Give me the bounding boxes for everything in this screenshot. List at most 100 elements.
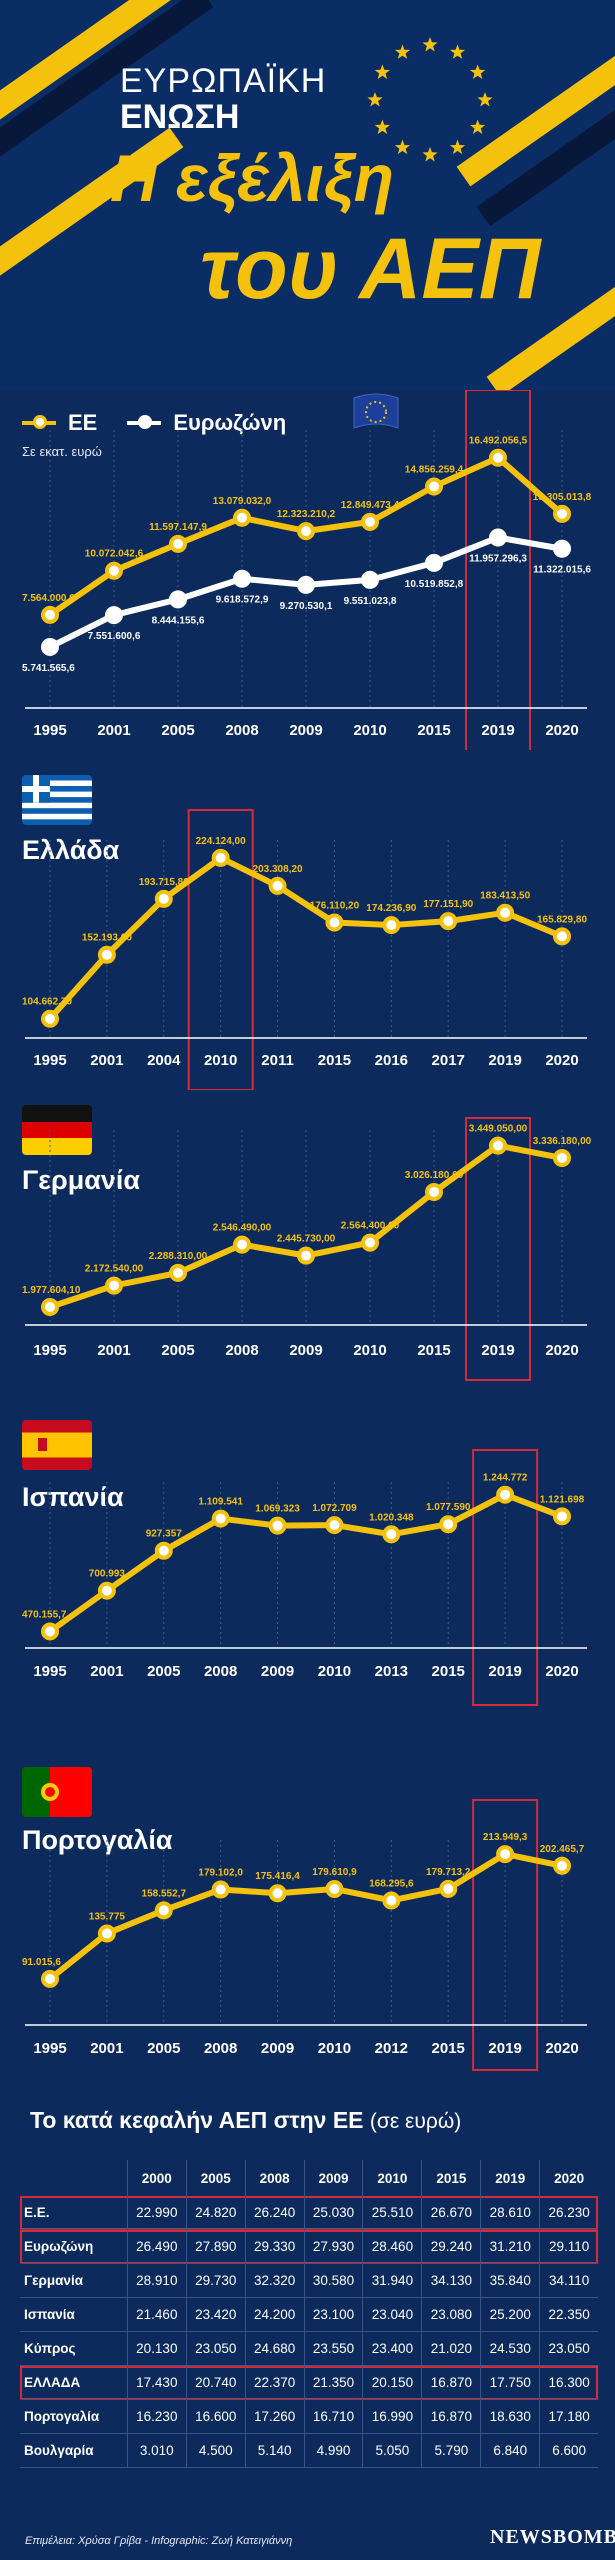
table-title-main: Το κατά κεφαλήν ΑΕΠ στην ΕΕ [30,2107,364,2133]
data-label: 1.109.541 [198,1497,243,1508]
data-point [154,889,173,908]
table-cell: 29.330 [244,2229,305,2264]
tick-label: 1995 [33,1342,66,1359]
table-cell: 20.150 [362,2365,422,2400]
eu-star-icon [422,147,438,162]
tick-label: 2008 [204,2040,237,2057]
table-cell: 20.740 [185,2365,246,2400]
data-label: 1.072.709 [312,1503,357,1514]
tick-label: 2005 [147,2040,180,2057]
data-point [553,539,571,558]
tick-label: 2017 [432,1052,465,1069]
table-cell: 28.610 [480,2196,540,2230]
data-label: 1.244.772 [483,1473,528,1484]
data-label: 5.741.565,6 [22,663,75,674]
data-label: 203.308,20 [253,864,303,875]
highlight-box [465,1117,531,1381]
tick-label: 2010 [204,1052,237,1069]
table-cell: 24.820 [185,2196,246,2230]
table-cell: 16.710 [303,2399,363,2434]
table-column-header: 2019 [480,2160,540,2196]
table-row: Ευρωζώνη 26.490 27.890 29.330 27.930 28.460 29… [20,2229,598,2264]
tick-label: 2005 [161,722,194,739]
tick-label: 2010 [318,1663,351,1680]
newsbomb-logo: NEWSBOMB [490,2526,615,2548]
data-point [97,1581,116,1600]
data-label: 9.618.572,9 [216,595,269,606]
data-label: 3.336.180,00 [533,1136,592,1147]
table-title-sub: (σε ευρώ) [369,2110,462,2133]
table-row: Κύπρος 20.130 23.050 24.680 23.550 23.400 21.0… [20,2331,598,2366]
data-point [169,590,187,609]
data-point [41,1009,59,1028]
data-point [105,561,123,580]
table-cell: 17.430 [126,2365,187,2400]
table-cell: 29.730 [185,2263,246,2298]
data-point [211,1509,230,1528]
data-point [211,848,230,867]
data-label: 927.357 [146,1529,183,1540]
data-point [361,570,379,589]
series-line-yellow [47,854,564,1021]
data-label: 104.662,70 [22,997,72,1008]
tick-label: 2019 [488,2040,521,2057]
eu-star-icon [449,44,466,59]
header-banner: ΕΥΡΩΠΑΪΚΗ ΕΝΩΣΗ Η εξέλιξη του ΑΕΠ [0,0,615,390]
eu-eurozone-chart: 7.564.000,0 10.072.042,6 11.597.147,9 13.07… [22,390,592,750]
table-cell: 5.050 [362,2433,422,2468]
data-point [325,1516,344,1535]
table-cell: 24.530 [480,2331,540,2366]
table-column-header: 2015 [421,2160,481,2196]
table-cell: 30.580 [303,2263,363,2298]
data-label: 12.849.473,4 [341,500,400,511]
tick-label: 2009 [261,2040,294,2057]
data-point [169,1263,187,1282]
data-label: 9.551.023,8 [344,596,397,607]
data-point [105,1276,123,1295]
data-label: 12.323.210,2 [277,509,336,520]
tick-label: 2015 [417,1342,450,1359]
data-point [425,1182,443,1201]
header-line3: Η εξέλιξη [110,141,394,215]
data-label: 152.193,00 [82,933,132,944]
data-point [496,1485,515,1504]
table-cell: 3.010 [126,2433,187,2468]
tick-label: 2015 [318,1052,351,1069]
greece-title: Ελλάδα [22,835,120,865]
data-point [382,916,401,935]
data-label: 470.155,7 [22,1609,67,1620]
table-cell: 16.230 [126,2399,187,2434]
data-point [154,1541,173,1560]
tick-label: 2010 [353,722,386,739]
data-label: 2.172.540,00 [85,1264,144,1275]
table-cell: 34.110 [539,2263,598,2298]
data-label: 174.236,90 [366,903,416,914]
eu-stars-icon [367,37,493,162]
data-point [41,1297,59,1316]
data-label: 183.413,50 [480,891,530,902]
data-point [553,1148,571,1167]
table-row-label: Κύπρος [20,2331,128,2366]
tick-label: 2001 [90,1663,123,1680]
eu-star-icon [449,139,466,155]
tick-label: 2001 [97,1342,130,1359]
data-label: 179.610,9 [312,1867,357,1878]
table-cell: 23.050 [185,2331,246,2366]
tick-label: 2019 [488,1663,521,1680]
data-point [211,1880,230,1899]
table-cell: 6.840 [480,2433,540,2468]
table-row: Γερμανία 28.910 29.730 32.320 30.580 31.940 34… [20,2263,598,2298]
tick-label: 2001 [90,1052,123,1069]
table-corner [20,2160,127,2196]
legend-eurozone: Ευρωζώνη [127,410,286,436]
data-point [553,1856,571,1875]
table-cell: 17.180 [539,2399,598,2434]
tick-label: 2004 [147,1052,181,1069]
table-row-label: Ευρωζώνη [20,2229,128,2264]
table-cell: 35.840 [480,2263,540,2298]
data-label: 10.072.042,6 [85,549,144,560]
spain-flag-icon [22,1420,92,1470]
table-cell: 4.990 [303,2433,363,2468]
table-row: ΕΛΛΑΔΑ 17.430 20.740 22.370 21.350 20.150 16.8… [20,2365,598,2400]
portugal-flag-icon [22,1767,92,1817]
